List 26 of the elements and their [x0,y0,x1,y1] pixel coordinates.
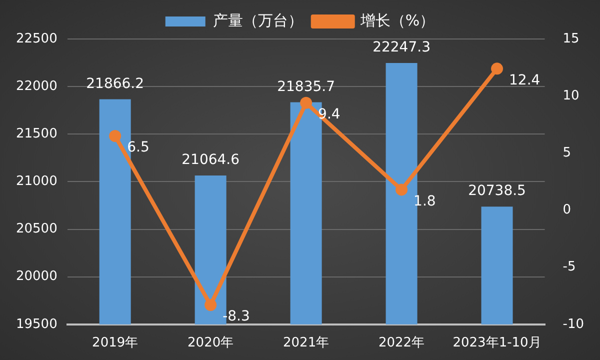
y2-tick-label: 5 [562,146,572,161]
data-label: 21064.6 [182,152,240,168]
data-label: 21866.2 [86,76,144,92]
legend-label: 产量（万台） [212,11,303,30]
x-tick-label: 2020年 [188,336,234,351]
y-tick-label: 19500 [16,316,58,332]
y-tick-label: 20500 [16,222,58,237]
y-tick-label: 20000 [16,269,58,284]
data-label: 12.4 [509,72,540,88]
y-tick-label: 21500 [16,126,58,142]
x-tick-label: 2021年 [283,336,330,351]
x-tick-label: 2023年1-10月 [452,336,542,351]
x-tick-label: 2019年 [92,336,138,351]
data-label: 21835.7 [277,78,336,95]
y2-tick-label: 10 [562,88,580,104]
y-tick-label: 21000 [16,174,58,190]
y2-tick-label: -10 [562,316,584,332]
y-tick-label: 22500 [16,31,58,46]
data-label: 20738.5 [468,183,526,200]
y2-tick-label: 0 [562,202,572,218]
y2-tick-label: 15 [562,31,580,46]
x-tick-label: 2022年 [378,336,425,351]
y2-tick-label: -5 [562,260,576,275]
legend-label: 增长（%） [359,11,435,30]
data-label: 22247.3 [372,40,430,56]
y-tick-label: 22000 [16,78,58,94]
